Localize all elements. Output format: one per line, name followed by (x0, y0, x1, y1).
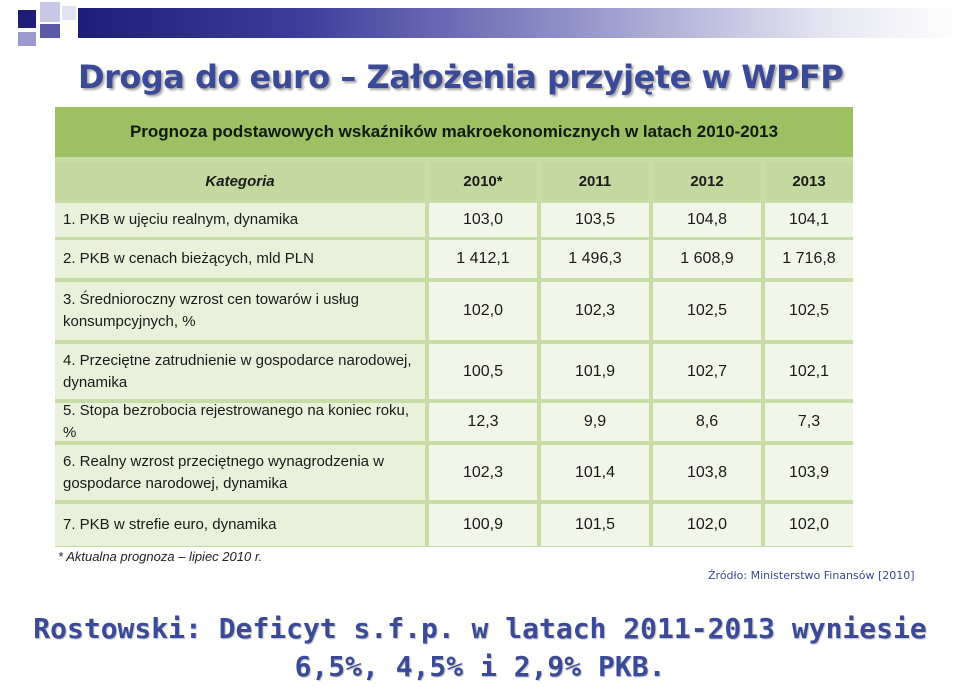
table-cell: 103,9 (765, 445, 853, 500)
row-label: 3. Średnioroczny wzrost cen towarów i us… (55, 282, 425, 340)
table-cell: 102,0 (429, 282, 537, 340)
conclusion-line-2: 6,5%, 4,5% i 2,9% PKB. (294, 650, 666, 683)
year-header: 2012 (653, 162, 761, 200)
row-label: 1. PKB w ujęciu realnym, dynamika (55, 203, 425, 237)
slide-title: Droga do euro – Założenia przyjęte w WPF… (78, 58, 844, 96)
decor-square (40, 2, 60, 22)
table-cell: 1 496,3 (541, 240, 649, 278)
decor-square (18, 10, 36, 28)
table-cell: 9,9 (541, 403, 649, 441)
row-label: 4. Przeciętne zatrudnienie w gospodarce … (55, 344, 425, 399)
table-cell: 104,8 (653, 203, 761, 237)
year-header: 2010* (429, 162, 537, 200)
table-cell: 7,3 (765, 403, 853, 441)
table-cell: 103,0 (429, 203, 537, 237)
source-note: Źródło: Ministerstwo Finansów [2010] (708, 569, 915, 582)
table-cell: 104,1 (765, 203, 853, 237)
row-label: 7. PKB w strefie euro, dynamika (55, 504, 425, 546)
table-cell: 102,0 (765, 504, 853, 546)
table-cell: 102,5 (765, 282, 853, 340)
table-cell: 100,9 (429, 504, 537, 546)
category-header: Kategoria (55, 162, 425, 200)
table-cell: 102,0 (653, 504, 761, 546)
table-cell: 102,1 (765, 344, 853, 399)
table-cell: 101,9 (541, 344, 649, 399)
table-cell: 101,4 (541, 445, 649, 500)
table-cell: 101,5 (541, 504, 649, 546)
table-cell: 1 412,1 (429, 240, 537, 278)
row-label: 6. Realny wzrost przeciętnego wynagrodze… (55, 445, 425, 500)
table-cell: 12,3 (429, 403, 537, 441)
header-gradient-bar (78, 8, 960, 38)
row-label: 5. Stopa bezrobocia rejestrowanego na ko… (55, 402, 425, 441)
decor-square (62, 6, 76, 20)
table-cell: 102,3 (429, 445, 537, 500)
conclusion-line-1: Rostowski: Deficyt s.f.p. w latach 2011-… (33, 612, 927, 645)
table-title: Prognoza podstawowych wskaźników makroek… (55, 107, 853, 157)
table-cell: 102,3 (541, 282, 649, 340)
decor-square (40, 24, 60, 38)
table-cell: 8,6 (653, 403, 761, 441)
table-cell: 1 608,9 (653, 240, 761, 278)
table-cell: 102,5 (653, 282, 761, 340)
forecast-table: Prognoza podstawowych wskaźników makroek… (55, 107, 853, 547)
decor-square (18, 32, 36, 46)
year-header: 2011 (541, 162, 649, 200)
row-label: 2. PKB w cenach bieżących, mld PLN (55, 240, 425, 278)
table-cell: 103,5 (541, 203, 649, 237)
conclusion-text: Rostowski: Deficyt s.f.p. w latach 2011-… (0, 610, 960, 686)
table-cell: 102,7 (653, 344, 761, 399)
year-header: 2013 (765, 162, 853, 200)
table-footnote: * Aktualna prognoza – lipiec 2010 r. (58, 549, 263, 564)
table-cell: 1 716,8 (765, 240, 853, 278)
table-cell: 100,5 (429, 344, 537, 399)
table-cell: 103,8 (653, 445, 761, 500)
